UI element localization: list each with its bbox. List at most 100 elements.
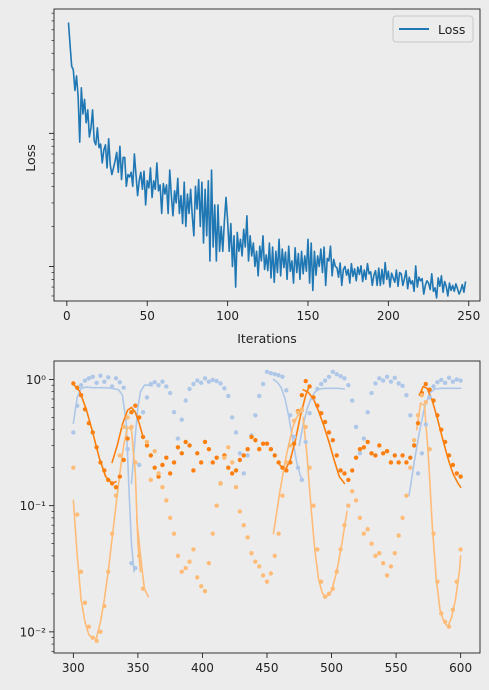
scatter-point	[415, 413, 421, 418]
scatter-point	[384, 573, 390, 578]
scatter-point	[156, 383, 161, 388]
scatter-point	[117, 453, 123, 458]
scatter-point	[342, 376, 347, 381]
scatter-point	[380, 560, 386, 566]
scatter-point	[210, 531, 215, 536]
scatter-point	[272, 453, 277, 458]
scatter-point	[121, 424, 126, 430]
scatter-point	[427, 447, 432, 452]
scatter-point	[94, 638, 99, 643]
scatter-point	[315, 547, 320, 552]
scatter-point	[365, 410, 370, 415]
scatter-point	[346, 503, 351, 508]
scatter-point	[377, 376, 382, 381]
scatter-point	[365, 439, 370, 445]
scatter-point	[458, 474, 463, 479]
scatter-point	[229, 460, 235, 465]
scatter-point	[191, 468, 196, 473]
scatter-point	[179, 417, 184, 422]
scatter-point	[171, 531, 177, 536]
scatter-point	[94, 380, 99, 386]
loss-series	[67, 22, 467, 299]
loss-x-tick-label: 100	[216, 309, 239, 323]
scatter-point	[284, 460, 289, 465]
scatter-point	[291, 434, 297, 440]
scatter-point	[288, 413, 293, 418]
scatter-point	[384, 374, 390, 379]
scatter-point	[152, 465, 157, 470]
scatter-point	[357, 447, 363, 452]
fit-curve	[135, 517, 150, 598]
scatter-point	[388, 379, 394, 384]
oscillation-plot-area	[53, 360, 481, 654]
scatter-point	[195, 378, 200, 383]
scatter-point	[202, 376, 208, 381]
scatter-point	[338, 468, 343, 473]
scatter-point	[222, 386, 227, 391]
scatter-point	[117, 474, 123, 479]
scatter-point	[175, 445, 181, 450]
scatter-point	[214, 378, 219, 384]
oscillation-chart: 10⁻² 10⁻¹ 10⁰ 300 350 400 450 500 550 600	[20, 360, 481, 675]
scatter-point	[408, 413, 413, 418]
scatter-point	[373, 381, 378, 386]
scatter-point	[82, 600, 88, 605]
scatter-point	[71, 465, 76, 470]
scatter-point	[226, 465, 231, 470]
scatter-point	[90, 635, 95, 640]
scatter-point	[226, 445, 231, 450]
scatter-point	[415, 471, 421, 476]
scatter-point	[257, 393, 262, 399]
oscillation-points	[71, 369, 463, 643]
scatter-point	[222, 455, 227, 460]
scatter-point	[187, 559, 192, 564]
scatter-point	[198, 584, 204, 589]
scatter-point	[245, 447, 250, 452]
scatter-point	[249, 434, 254, 440]
scatter-point	[260, 573, 266, 578]
scatter-point	[202, 588, 208, 594]
scatter-point	[82, 378, 88, 383]
scatter-point	[237, 451, 243, 456]
scatter-point	[435, 380, 440, 385]
scatter-point	[198, 380, 204, 386]
scatter-point	[326, 374, 332, 379]
oscillation-x-tick-label: 550	[385, 661, 408, 675]
scatter-point	[133, 565, 138, 571]
scatter-point	[284, 468, 289, 473]
scatter-point	[171, 410, 177, 415]
scatter-point	[260, 441, 266, 446]
scatter-point	[353, 424, 359, 430]
scatter-point	[396, 381, 401, 386]
scatter-point	[392, 551, 397, 556]
scatter-point	[183, 398, 188, 403]
scatter-point	[148, 453, 154, 458]
loss-y-axis-label: Loss	[23, 144, 38, 171]
scatter-point	[206, 379, 212, 384]
scatter-point	[369, 541, 374, 546]
scatter-point	[423, 400, 428, 405]
scatter-point	[264, 579, 270, 584]
scatter-point	[280, 493, 285, 498]
scatter-point	[226, 393, 231, 399]
scatter-point	[98, 629, 103, 635]
scatter-point	[272, 372, 277, 377]
fit-curve	[130, 384, 153, 485]
scatter-point	[350, 398, 355, 403]
scatter-point	[167, 471, 173, 476]
fit-curve	[415, 402, 462, 628]
scatter-point	[129, 560, 134, 566]
scatter-point	[106, 477, 111, 483]
scatter-point	[71, 430, 76, 435]
scatter-point	[373, 453, 378, 458]
scatter-point	[454, 579, 459, 584]
scatter-point	[257, 564, 262, 569]
loss-series-line	[67, 22, 467, 299]
oscillation-x-tick-label: 300	[62, 661, 85, 675]
scatter-point	[187, 386, 192, 392]
scatter-point	[268, 571, 274, 576]
scatter-point	[377, 551, 382, 556]
scatter-point	[187, 443, 192, 448]
scatter-point	[229, 415, 235, 420]
scatter-point	[361, 436, 367, 441]
